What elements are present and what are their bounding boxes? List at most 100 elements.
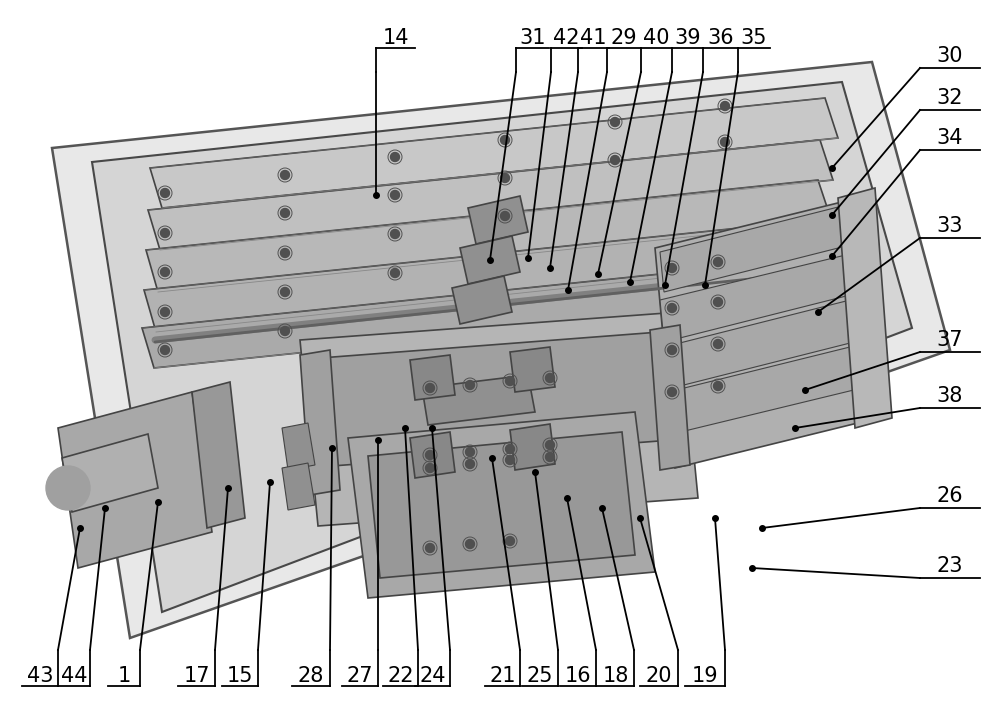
Circle shape	[714, 382, 722, 390]
Text: 18: 18	[602, 666, 629, 686]
Polygon shape	[62, 434, 158, 512]
Text: 42: 42	[553, 28, 580, 48]
Text: 16: 16	[565, 666, 591, 686]
Circle shape	[160, 188, 170, 198]
Polygon shape	[92, 82, 912, 612]
Polygon shape	[142, 258, 828, 368]
Circle shape	[390, 229, 400, 238]
Text: 25: 25	[527, 666, 553, 686]
Text: 27: 27	[347, 666, 373, 686]
Text: 35: 35	[741, 28, 767, 48]
Text: 14: 14	[382, 28, 409, 48]
Circle shape	[546, 441, 554, 449]
Text: 38: 38	[937, 386, 963, 406]
Circle shape	[668, 304, 676, 313]
Circle shape	[714, 340, 722, 349]
Circle shape	[668, 387, 676, 396]
Circle shape	[466, 448, 475, 456]
Polygon shape	[410, 355, 455, 400]
Polygon shape	[148, 140, 833, 250]
Polygon shape	[510, 424, 555, 470]
Polygon shape	[660, 298, 862, 390]
Polygon shape	[838, 188, 892, 428]
Circle shape	[610, 117, 620, 127]
Text: 31: 31	[519, 28, 546, 48]
Circle shape	[466, 539, 475, 548]
Circle shape	[426, 451, 434, 460]
Text: 22: 22	[387, 666, 414, 686]
Polygon shape	[300, 350, 340, 495]
Polygon shape	[348, 412, 655, 598]
Text: 19: 19	[692, 666, 718, 686]
Polygon shape	[422, 375, 535, 425]
Circle shape	[280, 326, 290, 335]
Text: 37: 37	[937, 330, 963, 350]
Text: 30: 30	[937, 46, 963, 66]
Text: 15: 15	[227, 666, 253, 686]
Circle shape	[160, 307, 170, 316]
Text: 32: 32	[937, 88, 963, 108]
Polygon shape	[52, 62, 950, 638]
Circle shape	[506, 536, 514, 546]
Circle shape	[390, 191, 400, 200]
Text: 24: 24	[419, 666, 446, 686]
Circle shape	[546, 373, 554, 382]
Polygon shape	[368, 432, 635, 578]
Text: 17: 17	[183, 666, 210, 686]
Polygon shape	[192, 382, 245, 528]
Circle shape	[546, 453, 554, 461]
Polygon shape	[146, 180, 832, 292]
Polygon shape	[150, 98, 838, 208]
Text: 28: 28	[298, 666, 324, 686]
Circle shape	[426, 463, 434, 472]
Text: 33: 33	[937, 216, 963, 236]
Polygon shape	[468, 196, 528, 244]
Text: 29: 29	[611, 28, 637, 48]
Polygon shape	[510, 347, 555, 392]
Text: 1: 1	[117, 666, 131, 686]
Circle shape	[426, 384, 434, 392]
Circle shape	[426, 543, 434, 553]
Circle shape	[668, 264, 676, 273]
Polygon shape	[650, 325, 690, 470]
Text: 40: 40	[643, 28, 670, 48]
Circle shape	[390, 269, 400, 278]
Text: 26: 26	[937, 486, 963, 506]
Text: 21: 21	[489, 666, 516, 686]
Circle shape	[714, 297, 722, 307]
Text: 41: 41	[580, 28, 607, 48]
Text: 39: 39	[674, 28, 701, 48]
Circle shape	[160, 228, 170, 238]
Circle shape	[280, 248, 290, 257]
Polygon shape	[144, 220, 830, 332]
Circle shape	[720, 138, 730, 146]
Polygon shape	[660, 252, 862, 342]
Polygon shape	[460, 236, 520, 284]
Polygon shape	[300, 312, 698, 526]
Circle shape	[501, 212, 510, 221]
Circle shape	[390, 153, 400, 162]
Text: 44: 44	[61, 666, 87, 686]
Circle shape	[280, 288, 290, 297]
Polygon shape	[282, 423, 315, 470]
Text: 43: 43	[27, 666, 53, 686]
Polygon shape	[282, 463, 315, 510]
Circle shape	[280, 209, 290, 217]
Circle shape	[46, 466, 90, 510]
Text: 34: 34	[937, 128, 963, 148]
Polygon shape	[655, 198, 878, 468]
Polygon shape	[660, 345, 862, 436]
Circle shape	[610, 155, 620, 165]
Circle shape	[501, 174, 510, 183]
Circle shape	[506, 444, 514, 453]
Circle shape	[506, 377, 514, 385]
Polygon shape	[320, 332, 672, 466]
Text: 23: 23	[937, 556, 963, 576]
Circle shape	[501, 136, 510, 145]
Circle shape	[720, 101, 730, 110]
Circle shape	[506, 456, 514, 465]
Polygon shape	[410, 432, 455, 478]
Polygon shape	[660, 202, 862, 292]
Polygon shape	[452, 276, 512, 324]
Text: 20: 20	[646, 666, 672, 686]
